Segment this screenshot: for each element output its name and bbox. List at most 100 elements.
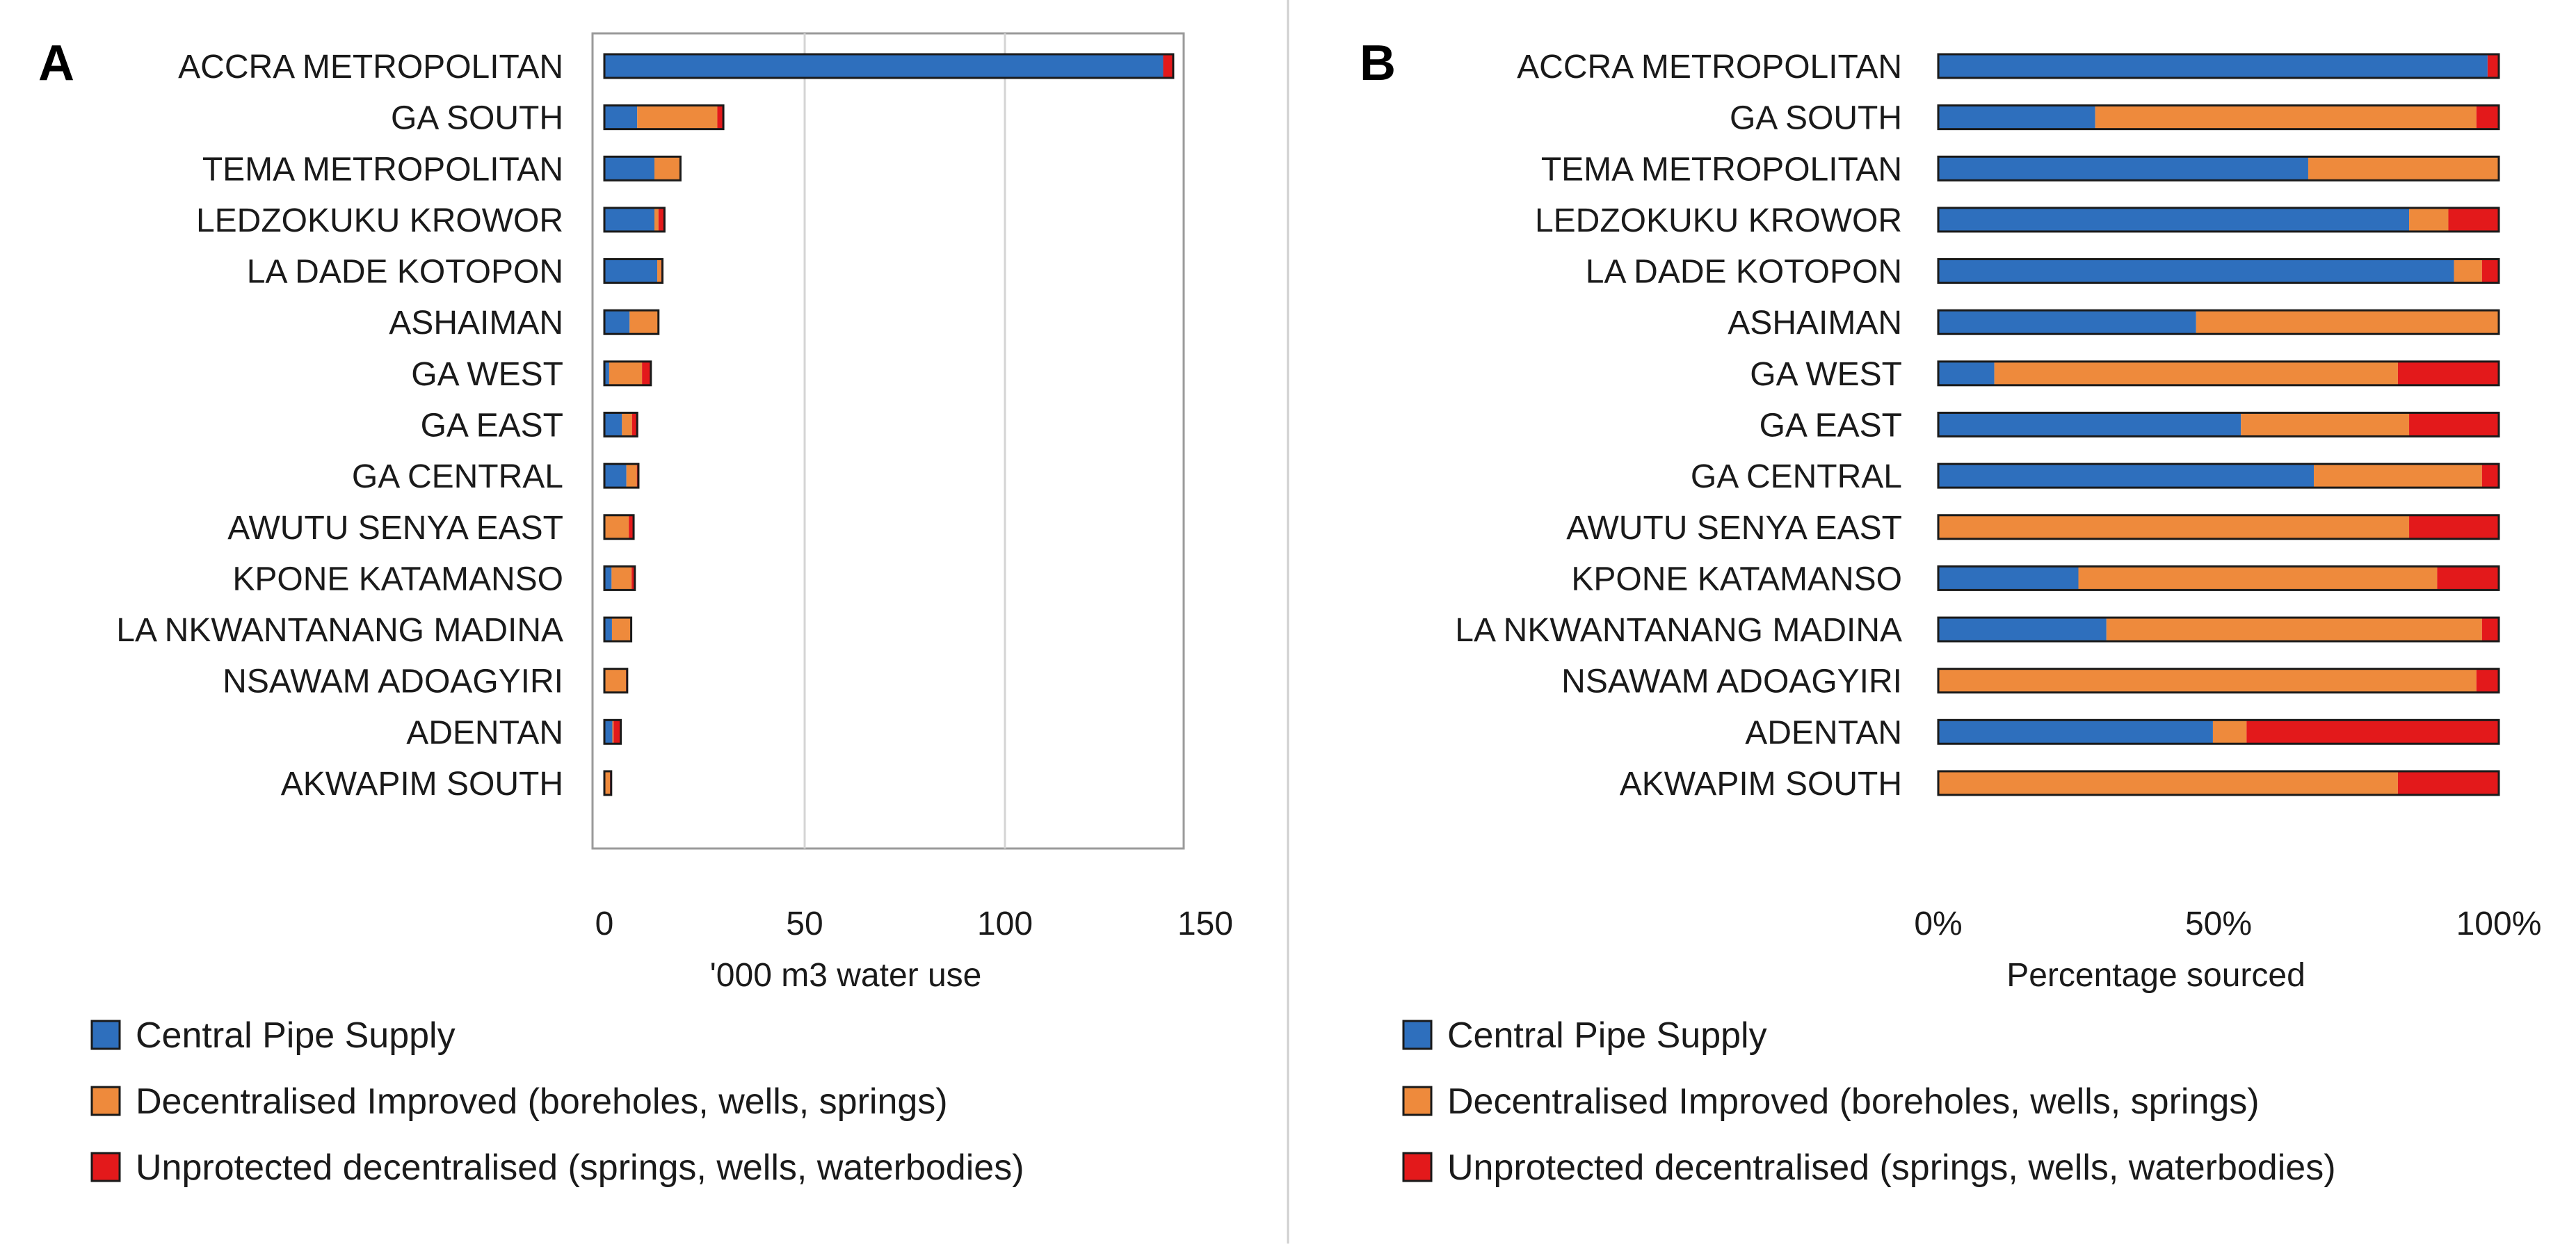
bar-unprotected [2397, 361, 2499, 385]
bar-improved [609, 361, 643, 385]
category-label: ACCRA METROPOLITAN [1517, 49, 1902, 86]
bar-improved [611, 618, 631, 642]
panel-b-legend-label-unprotected: Unprotected decentralised (springs, well… [1447, 1148, 2336, 1188]
bar-unprotected [2481, 259, 2499, 283]
bar-outline [1937, 565, 2500, 591]
bar-outline [1937, 155, 2500, 182]
bar-unprotected [1163, 54, 1173, 78]
bar-improved [622, 412, 632, 437]
category-label: LEDZOKUKU KROWOR [1535, 202, 1902, 239]
bar-unprotected [2481, 618, 2499, 642]
bar-outline [1937, 668, 2500, 694]
bar-unprotected [2476, 668, 2499, 693]
bar-improved [637, 105, 718, 129]
category-label: LEDZOKUKU KROWOR [196, 202, 563, 239]
bar-outline [603, 718, 622, 745]
bar-unprotected [2246, 720, 2499, 744]
bar-outline [1937, 514, 2500, 540]
category-label: AKWAPIM SOUTH [281, 766, 563, 803]
x-tick-label: 150 [1177, 906, 1233, 942]
panel-a-legend-swatch-central [90, 1020, 121, 1050]
panel-a-letter: A [38, 35, 74, 91]
panel-b-legend-swatch-central [1402, 1020, 1433, 1050]
panel-a-legend: Central Pipe Supply Decentralised Improv… [90, 1015, 1024, 1188]
category-label: KPONE KATAMANSO [1571, 561, 1902, 597]
bar-improved [2314, 464, 2482, 488]
bar-improved [626, 464, 637, 488]
category-label: GA EAST [1760, 407, 1902, 444]
bar-central [1938, 310, 2196, 335]
bar-central [1938, 54, 2488, 78]
panel-a-legend-label-unprotected: Unprotected decentralised (springs, well… [136, 1148, 1024, 1188]
bar-improved [1938, 771, 2398, 795]
category-label: TEMA METROPOLITAN [202, 151, 563, 188]
bar-improved [654, 156, 681, 181]
bar-central [604, 54, 1164, 78]
panel-a: A ACCRA METROPOLITAN GA SOUTH TEMA METROPO… [38, 32, 1233, 1188]
bar-outline [603, 462, 640, 489]
category-label: TEMA METROPOLITAN [1541, 151, 1902, 188]
panel-a-legend-label-improved: Decentralised Improved (boreholes, wells… [136, 1081, 948, 1122]
bar-outline [603, 668, 629, 694]
category-label: GA WEST [1750, 356, 1902, 393]
bar-outline [603, 155, 682, 182]
bar-central [604, 259, 658, 283]
bar-unprotected [658, 207, 665, 232]
bar-outline [603, 207, 666, 233]
bar-outline [603, 616, 633, 643]
bar-improved [2106, 618, 2482, 642]
bar-outline [1937, 462, 2500, 489]
bar-central [1938, 259, 2454, 283]
bar-central [1938, 361, 1995, 385]
bar-outline [603, 565, 636, 591]
category-label: ASHAIMAN [389, 305, 563, 341]
bar-outline [1937, 718, 2500, 745]
bar-central [1938, 464, 2315, 488]
bar-unprotected [2487, 54, 2499, 78]
bar-improved [1938, 515, 2410, 539]
bar-improved [2212, 720, 2247, 744]
bar-central [604, 361, 609, 385]
panel-b-letter: B [1360, 35, 1396, 91]
bar-outline [1937, 616, 2500, 643]
panel-b-legend-label-central: Central Pipe Supply [1447, 1015, 1767, 1056]
bar-unprotected [2409, 412, 2499, 437]
bar-unprotected [717, 105, 724, 129]
panel-b-legend-swatch-improved [1402, 1086, 1433, 1116]
bar-improved [2196, 310, 2499, 335]
bar-outline [1937, 309, 2500, 335]
bar-improved [2409, 207, 2449, 232]
bar-improved [612, 720, 614, 744]
category-label: NSAWAM ADOAGYIRI [1561, 663, 1902, 700]
bar-improved [2241, 412, 2410, 437]
bar-unprotected [642, 361, 651, 385]
category-label: ACCRA METROPOLITAN [178, 49, 563, 86]
bar-improved [604, 515, 629, 539]
bar-central [1938, 105, 2095, 129]
bar-central [604, 618, 612, 642]
bar-improved [1994, 361, 2398, 385]
category-label: GA CENTRAL [352, 458, 563, 495]
category-label: GA SOUTH [391, 100, 563, 137]
panel-a-plot-frame [591, 32, 1185, 850]
bar-central [604, 207, 654, 232]
bar-unprotected [2397, 771, 2499, 795]
x-tick-label: 50 [786, 906, 823, 942]
x-tick-label: 0 [595, 906, 614, 942]
category-label: LA DADE KOTOPON [247, 254, 563, 291]
panel-b-legend-swatch-unprotected [1402, 1152, 1433, 1182]
bar-improved [2095, 105, 2477, 129]
panel-a-legend-swatch-unprotected [90, 1152, 121, 1182]
bar-unprotected [631, 566, 635, 590]
bar-outline [603, 514, 635, 540]
bar-central [604, 720, 613, 744]
bar-improved [2308, 156, 2499, 181]
bar-unprotected [2409, 515, 2499, 539]
bar-improved [629, 310, 659, 335]
bar-outline [603, 258, 664, 284]
bar-central [1938, 412, 2241, 437]
bar-central [1938, 720, 2213, 744]
bar-improved [604, 771, 611, 795]
